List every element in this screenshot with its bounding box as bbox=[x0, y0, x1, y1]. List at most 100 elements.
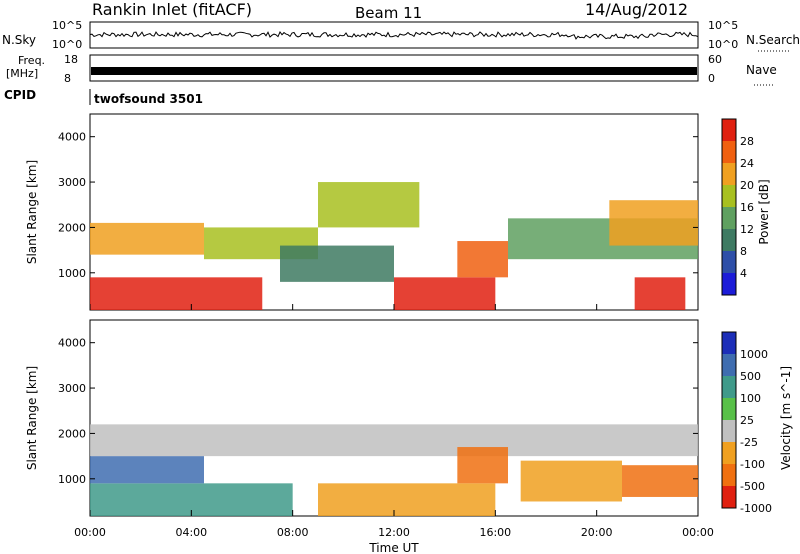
nsearch-label: N.Search bbox=[746, 33, 800, 47]
nave-tick-top: 60 bbox=[708, 53, 722, 66]
data-region bbox=[90, 277, 263, 310]
beam-label: Beam 11 bbox=[355, 4, 422, 22]
power-panel: 1000 2000 3000 4000 Slant Range [km] bbox=[25, 113, 699, 311]
colorbar-segment bbox=[722, 420, 736, 442]
colorbar-tick-label: 8 bbox=[740, 245, 747, 258]
power-y-ticks: 1000 2000 3000 4000 bbox=[58, 131, 698, 280]
y-tick-label: 3000 bbox=[58, 382, 86, 395]
velocity-panel: 1000 2000 3000 4000 00:00 04:00 08:00 12:00 16:… bbox=[25, 304, 714, 554]
colorbar-tick-label: 16 bbox=[740, 201, 754, 214]
x-tick-label: 12:00 bbox=[378, 526, 410, 539]
velocity-xlabel: Time UT bbox=[368, 541, 419, 554]
colorbar-segment bbox=[722, 229, 736, 251]
freq-tick-bottom: 8 bbox=[64, 72, 71, 85]
y-tick-label: 1000 bbox=[58, 267, 86, 280]
colorbar-segment bbox=[722, 486, 736, 508]
power-colorbar-label: Power [dB] bbox=[757, 179, 771, 244]
colorbar-segment bbox=[722, 442, 736, 464]
cpid-value: twofsound 3501 bbox=[94, 92, 203, 106]
x-tick-label: 00:00 bbox=[74, 526, 106, 539]
x-tick-label: 20:00 bbox=[581, 526, 613, 539]
data-region bbox=[90, 424, 698, 457]
data-region bbox=[90, 222, 204, 255]
freq-trace bbox=[91, 67, 697, 75]
power-colorbar: Power [dB] 4 8 12 16 20 24 28 bbox=[721, 118, 771, 296]
data-region bbox=[318, 483, 496, 516]
figure-title: Rankin Inlet (fitACF) bbox=[92, 0, 252, 19]
colorbar-segment bbox=[722, 354, 736, 376]
nsearch-tick-bottom: 10^0 bbox=[708, 38, 738, 51]
colorbar-tick-label: 20 bbox=[740, 179, 754, 192]
colorbar-frame bbox=[721, 331, 737, 509]
data-region bbox=[622, 465, 698, 497]
nave-label: Nave bbox=[746, 63, 777, 77]
data-region bbox=[280, 245, 394, 282]
nsky-frame bbox=[89, 21, 699, 49]
colorbar-tick-label: 25 bbox=[740, 414, 754, 427]
data-region bbox=[457, 447, 508, 484]
velocity-data-cells bbox=[90, 424, 698, 516]
nsky-trace bbox=[89, 31, 699, 40]
colorbar-segment bbox=[722, 251, 736, 273]
nsky-label: N.Sky bbox=[2, 33, 36, 47]
colorbar-frame bbox=[721, 118, 737, 296]
velocity-ylabel: Slant Range [km] bbox=[25, 366, 39, 470]
x-tick-label: 16:00 bbox=[479, 526, 511, 539]
y-tick-label: 2000 bbox=[58, 427, 86, 440]
data-region bbox=[318, 182, 420, 228]
nsky-tick-top: 10^5 bbox=[52, 19, 82, 32]
colorbar-segment bbox=[722, 332, 736, 354]
data-region bbox=[394, 277, 496, 310]
date-label: 14/Aug/2012 bbox=[585, 0, 688, 19]
colorbar-segment bbox=[722, 376, 736, 398]
data-region bbox=[609, 200, 698, 246]
y-tick-label: 4000 bbox=[58, 131, 86, 144]
colorbar-segment bbox=[722, 163, 736, 185]
x-tick-label: 08:00 bbox=[277, 526, 309, 539]
nsky-strip: N.Sky 10^5 10^0 10^5 10^0 N.Search bbox=[2, 19, 800, 52]
colorbar-segment bbox=[722, 464, 736, 486]
colorbar-tick-label: -1000 bbox=[740, 502, 772, 515]
data-region bbox=[457, 241, 508, 278]
colorbar-segment bbox=[722, 207, 736, 229]
colorbar-tick-label: 4 bbox=[740, 267, 747, 280]
freq-unit-label: [MHz] bbox=[6, 67, 38, 80]
velocity-colorbar-label: Velocity [m s^-1] bbox=[779, 366, 793, 470]
freq-frame bbox=[89, 54, 699, 82]
data-region bbox=[634, 277, 686, 310]
colorbar-segment bbox=[722, 273, 736, 295]
data-region bbox=[90, 456, 204, 484]
y-tick-label: 4000 bbox=[58, 337, 86, 350]
y-tick-label: 3000 bbox=[58, 176, 86, 189]
colorbar-segment bbox=[722, 141, 736, 163]
colorbar-tick-label: -100 bbox=[740, 458, 765, 471]
colorbar-segment bbox=[722, 398, 736, 420]
nsearch-tick-top: 10^5 bbox=[708, 19, 738, 32]
colorbar-tick-label: 28 bbox=[740, 135, 754, 148]
y-tick-label: 1000 bbox=[58, 473, 86, 486]
colorbar-tick-label: 1000 bbox=[740, 348, 768, 361]
colorbar-tick-label: -500 bbox=[740, 480, 765, 493]
data-region bbox=[520, 460, 622, 502]
freq-strip: Freq. [MHz] 18 8 60 0 Nave bbox=[6, 53, 777, 86]
nsky-tick-bottom: 10^0 bbox=[52, 38, 82, 51]
x-tick-label: 00:00 bbox=[682, 526, 714, 539]
colorbar-tick-label: -25 bbox=[740, 436, 758, 449]
y-tick-label: 2000 bbox=[58, 221, 86, 234]
colorbar-segment bbox=[722, 185, 736, 207]
velocity-colorbar: Velocity [m s^-1] 1000 500 100 25 -25 -100 -50… bbox=[721, 331, 793, 515]
power-data-cells bbox=[90, 182, 698, 310]
colorbar-tick-label: 24 bbox=[740, 157, 754, 170]
colorbar-segment bbox=[722, 119, 736, 141]
velocity-x-ticks: 00:00 04:00 08:00 12:00 16:00 20:00 00:00 bbox=[74, 304, 714, 539]
colorbar-tick-label: 100 bbox=[740, 392, 761, 405]
colorbar-tick-label: 500 bbox=[740, 370, 761, 383]
velocity-y-ticks: 1000 2000 3000 4000 bbox=[58, 337, 698, 486]
colorbar-tick-label: 12 bbox=[740, 223, 754, 236]
nave-tick-bottom: 0 bbox=[708, 72, 715, 85]
x-tick-label: 04:00 bbox=[175, 526, 207, 539]
freq-tick-top: 18 bbox=[64, 53, 78, 66]
freq-label: Freq. bbox=[18, 54, 45, 67]
cpid-label: CPID bbox=[4, 88, 36, 102]
